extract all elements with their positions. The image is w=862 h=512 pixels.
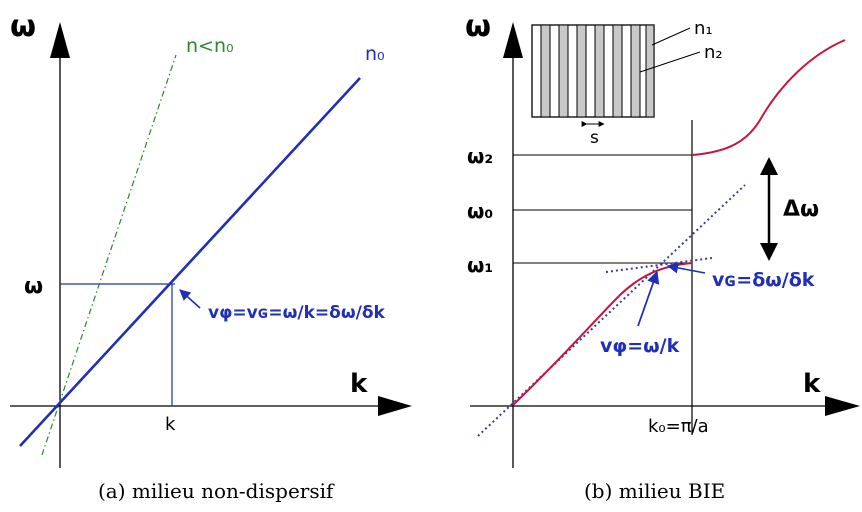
panel-b-vg-arrow xyxy=(666,262,706,274)
panel-b-y-axis-label: ω xyxy=(465,9,491,44)
panel-b-omega2-label: ω₂ xyxy=(467,144,493,168)
panel-b: n₁ n₂ s Δω ω₂ ω₀ ω₁ ω k k₀=π/a vɢ=δω/δk … xyxy=(465,9,860,503)
panel-b-vphi-arrow xyxy=(637,270,660,327)
panel-a-y-axis-label: ω xyxy=(10,9,36,44)
panel-a-n-less-label: n<n₀ xyxy=(186,35,234,57)
panel-a: ω k ω k n₀ n<n₀ vφ=vɢ=ω/k=δω/δk (a) mili… xyxy=(10,9,412,503)
panel-b-phase-dotted xyxy=(477,184,746,437)
panel-b-vphi-equation: vφ=ω/k xyxy=(600,335,680,357)
panel-a-equation: vφ=vɢ=ω/k=δω/δk xyxy=(208,303,385,323)
panel-a-x-axis-label: k xyxy=(350,369,368,399)
panel-a-y-arrowhead xyxy=(50,22,70,58)
delta-omega-arrow xyxy=(760,157,778,261)
panel-a-line-n-less xyxy=(41,54,177,456)
panel-a-eq-arrow xyxy=(179,289,201,309)
inset-n2-label: n₂ xyxy=(704,42,723,63)
panel-a-k-tick: k xyxy=(165,414,176,435)
panel-b-x-arrowhead xyxy=(825,396,860,416)
panel-b-y-arrowhead xyxy=(503,22,523,58)
panel-a-caption: (a) milieu non-dispersif xyxy=(98,479,335,503)
panel-b-upper-band xyxy=(691,39,846,156)
panel-b-x-axis-label: k xyxy=(803,369,821,399)
inset-s-label: s xyxy=(590,128,599,148)
inset-grating xyxy=(531,24,701,127)
panel-b-omega0-label: ω₀ xyxy=(467,199,493,223)
panel-b-omega1-label: ω₁ xyxy=(467,253,493,277)
inset-n1-label: n₁ xyxy=(694,18,713,39)
panel-b-caption: (b) milieu BIE xyxy=(584,479,725,503)
panel-a-omega-tick: ω xyxy=(24,274,43,299)
panel-b-vg-equation: vɢ=δω/δk xyxy=(712,269,815,291)
panel-b-k0-label: k₀=π/a xyxy=(648,416,709,437)
panel-b-lower-band xyxy=(512,262,693,406)
panel-a-line-n0 xyxy=(19,77,361,447)
panel-a-x-arrowhead xyxy=(378,396,412,416)
panel-a-n0-label: n₀ xyxy=(365,43,385,65)
panel-b-delta-omega: Δω xyxy=(783,197,819,222)
